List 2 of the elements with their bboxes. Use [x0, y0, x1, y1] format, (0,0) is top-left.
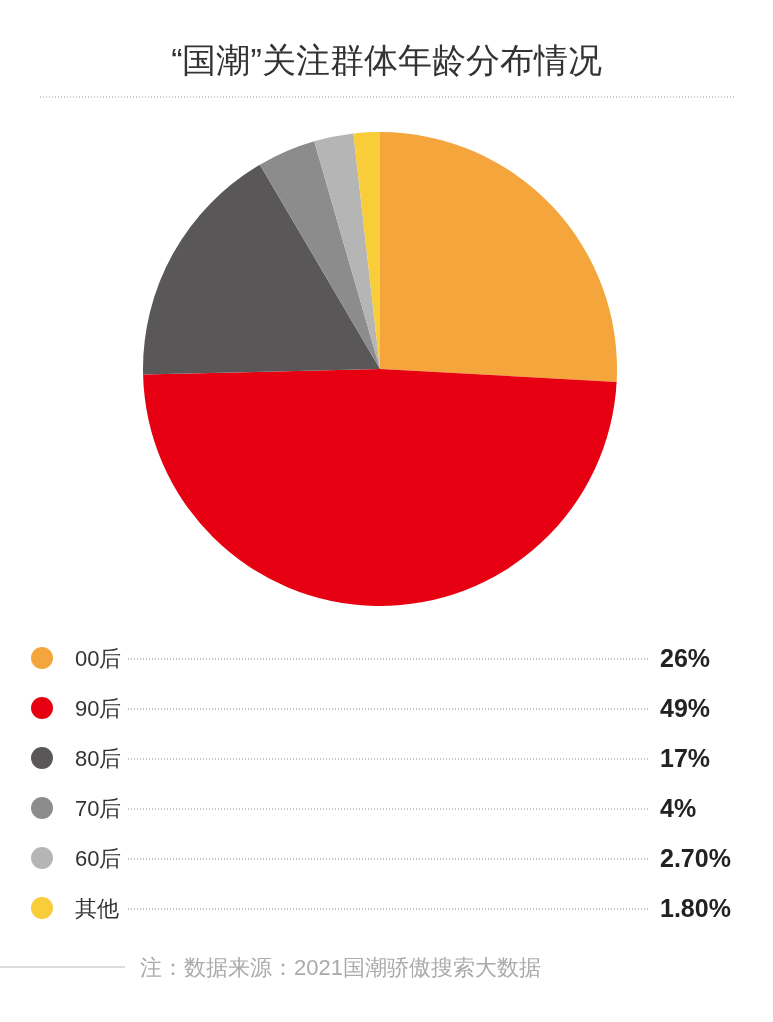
title: “国潮”关注群体年龄分布情况 [171, 41, 602, 79]
annotation: 注：数据来源：2021国潮骄傲搜索大数据 [140, 955, 541, 980]
